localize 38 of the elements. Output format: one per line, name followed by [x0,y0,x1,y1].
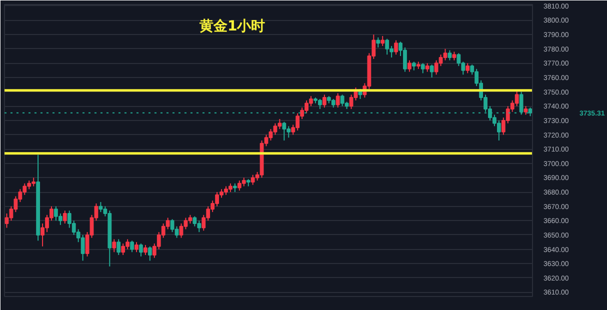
candlestick [349,94,354,110]
candlestick [407,60,412,72]
candlestick [170,218,174,233]
candlestick [420,62,425,74]
candlestick [62,210,67,224]
candlestick [192,216,197,227]
candlestick [394,40,398,56]
candlestick [139,243,143,257]
candlestick [134,242,138,253]
candlestick [121,243,126,256]
candlestick [466,62,470,74]
candlestick [80,234,85,262]
candlestick [380,35,385,47]
candlestick [278,118,282,130]
candlestick [282,121,286,141]
candlestick [434,60,438,76]
candlestick [322,94,326,108]
candlestick [148,246,152,262]
candlestick [143,244,148,256]
candlestick [4,212,9,228]
candlestick [58,212,62,226]
candlestick [443,48,448,61]
candlestick [273,122,278,136]
candlestick [116,238,121,256]
candlestick [336,92,340,108]
candlestick [430,64,434,78]
candlestick [130,240,134,253]
candlestick [112,238,116,253]
candlestick [496,120,501,141]
candlestick [385,38,390,56]
candlestick [98,202,103,213]
text: 黄金1小时 [198,18,266,34]
candlestick [376,36,380,48]
candlestick [179,223,184,238]
candlestick [456,52,461,67]
candlestick [514,90,519,107]
candlestick [448,50,452,61]
candlestick [268,128,273,141]
